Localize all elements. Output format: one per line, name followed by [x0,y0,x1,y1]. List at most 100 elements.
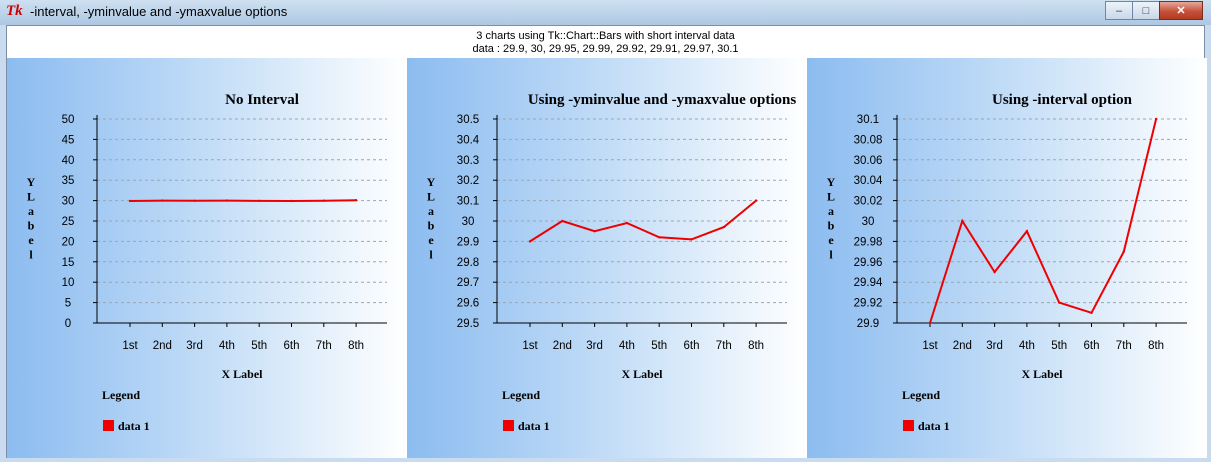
x-tick-label: 6th [684,340,700,352]
chart-canvas: Using -interval option 29.9 29.92 29.94 29.9… [827,92,1187,433]
tk-logo-icon: Tk [6,3,23,19]
y-tick-label: 30.2 [457,175,479,187]
y-axis-label-char: Y [827,175,836,189]
x-tick-label: 3rd [586,340,603,352]
x-tick-label: 5th [651,340,667,352]
x-axis-label: X Label [1021,367,1063,381]
x-tick-label: 4th [619,340,635,352]
y-tick-label: 50 [62,114,75,126]
y-tick-label: 35 [62,175,75,187]
data-point [993,270,996,274]
close-button[interactable]: ✕ [1159,1,1203,20]
y-axis-label-char: Y [427,175,436,189]
y-tick-label: 30.06 [854,155,883,167]
y-axis-label-char: l [429,248,433,262]
y-tick-label: 0 [65,318,71,330]
data-point [1090,311,1093,314]
chart-title: Using -interval option [992,92,1133,108]
x-tick-label: 8th [348,340,364,352]
data-point [1122,250,1125,253]
y-axis-label-char: L [427,190,435,204]
data-point [1025,230,1029,233]
x-tick-label: 6th [284,340,300,352]
data-point [561,219,564,223]
data-point [690,238,693,241]
y-tick-label: 29.98 [854,236,883,248]
y-tick-label: 45 [62,134,75,146]
data-point [961,219,964,223]
window-client-area: 3 charts using Tk::Chart::Bars with shor… [6,25,1207,458]
data-point [722,225,725,229]
x-tick-label: 2nd [953,340,972,352]
y-tick-label: 30 [862,216,875,228]
legend-title: Legend [502,388,540,402]
header: 3 charts using Tk::Chart::Bars with shor… [7,26,1204,57]
legend-item-label: data 1 [118,419,150,433]
x-tick-label: 4th [219,340,235,352]
chart-canvas: No Interval 0 5 10 15 20 25 30 35 40 45 50 1st 2nd 3rd… [27,92,387,433]
y-tick-label: 29.7 [457,277,479,289]
y-axis-label-char: l [829,248,833,262]
series-line-data-1 [929,118,1158,324]
x-axis-label: X Label [621,367,663,381]
maximize-button[interactable]: □ [1132,1,1160,20]
y-tick-label: 30.04 [854,175,883,187]
legend-swatch [503,420,514,431]
chart-panel-no-interval: No Interval 0 5 10 15 20 25 30 35 40 45 50 1st 2nd 3rd… [7,58,407,458]
x-tick-label: 2nd [153,340,172,352]
x-tick-label: 7th [716,340,732,352]
chart-title: Using -yminvalue and -ymaxvalue options [528,92,797,108]
data-point [528,240,532,243]
x-tick-label: 2nd [553,340,572,352]
y-axis-label-char: a [28,204,34,218]
y-axis-label-char: e [428,233,434,247]
y-tick-label: 29.6 [457,298,479,310]
data-point [354,199,358,202]
x-tick-label: 4th [1019,340,1035,352]
data-point [1154,117,1158,121]
header-line-1: 3 charts using Tk::Chart::Bars with shor… [476,30,735,42]
title-bar[interactable]: Tk -interval, -yminvalue and -ymaxvalue … [0,0,1211,25]
data-point [161,199,164,202]
data-point [128,199,132,203]
y-tick-label: 30.02 [854,196,883,208]
y-axis-label-char: b [28,219,35,233]
series-line-data-1 [529,199,757,243]
y-tick-label: 20 [62,236,75,248]
y-tick-label: 30 [462,216,475,228]
y-tick-label: 30.3 [457,155,479,167]
header-line-2: data : 29.9, 30, 29.95, 29.99, 29.92, 29… [472,43,739,55]
x-tick-label: 1st [522,340,538,352]
y-tick-label: 30 [62,196,75,208]
chart-panel-ymin-ymax: Using -yminvalue and -ymaxvalue options 2… [407,58,807,458]
y-tick-label: 29.9 [857,318,879,330]
x-tick-label: 1st [922,340,938,352]
chart-canvas: Using -yminvalue and -ymaxvalue options 2… [427,92,797,433]
y-tick-label: 40 [62,155,75,167]
y-tick-label: 15 [62,257,75,269]
y-tick-label: 10 [62,277,75,289]
x-tick-label: 3rd [186,340,203,352]
y-tick-label: 29.94 [854,277,883,289]
data-point [225,199,229,202]
y-tick-label: 25 [62,216,75,228]
data-point [290,199,293,203]
data-point [658,236,661,239]
y-axis-label-char: Y [27,175,36,189]
x-tick-label: 1st [122,340,138,352]
legend-swatch [903,420,914,431]
y-tick-label: 29.9 [457,236,479,248]
y-tick-label: 29.5 [457,318,479,330]
x-tick-label: 6th [1084,340,1100,352]
data-point [625,221,629,225]
y-tick-label: 29.8 [457,257,479,269]
legend-item-label: data 1 [518,419,550,433]
minimize-button[interactable]: – [1105,1,1133,20]
window-title: -interval, -yminvalue and -ymaxvalue opt… [30,4,288,19]
y-axis-label-char: b [428,219,435,233]
y-axis-label-char: e [828,233,834,247]
chart-title: No Interval [225,92,299,108]
